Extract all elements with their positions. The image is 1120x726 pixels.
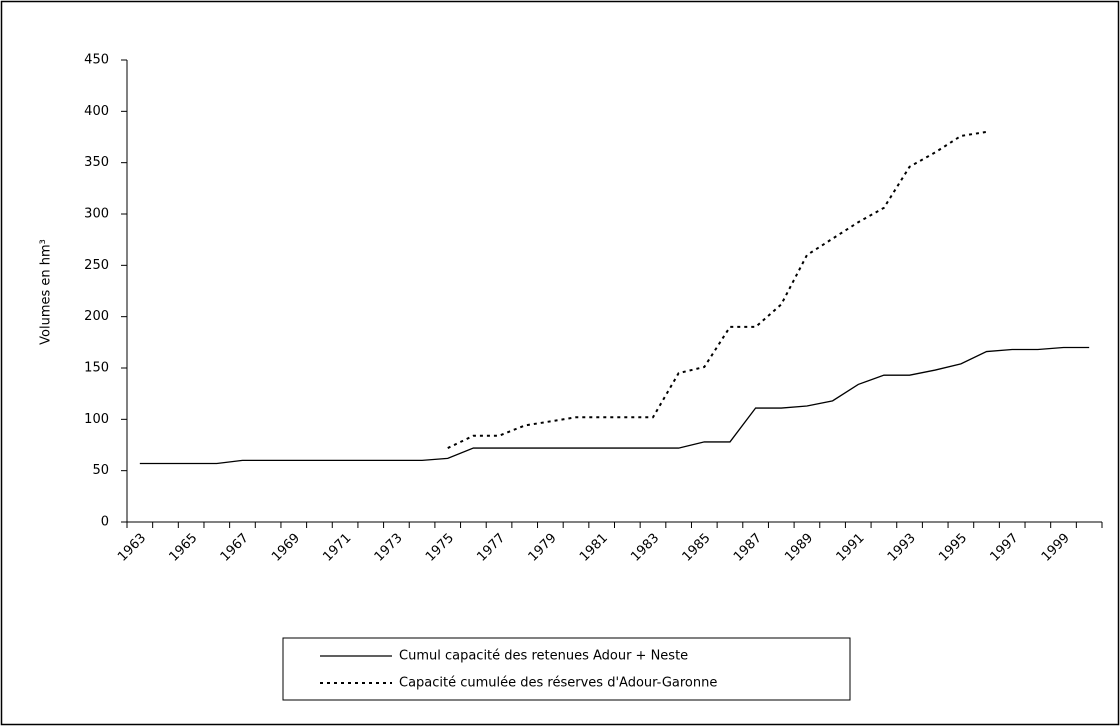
y-tick-label: 50 xyxy=(92,463,109,478)
x-tick-label: 1999 xyxy=(1039,531,1073,565)
series-line xyxy=(447,130,987,449)
legend xyxy=(282,637,851,701)
x-tick-label: 1993 xyxy=(885,531,919,565)
y-tick-label: 350 xyxy=(84,155,109,170)
series-line xyxy=(139,346,1090,465)
x-tick-label: 1971 xyxy=(320,531,354,565)
x-tick-label: 1987 xyxy=(731,531,765,565)
x-tick-label: 1979 xyxy=(526,531,560,565)
x-tick-label: 1977 xyxy=(474,531,508,565)
y-tick-label: 150 xyxy=(84,361,109,376)
y-tick-label: 0 xyxy=(101,515,109,530)
x-tick-label: 1997 xyxy=(987,531,1021,565)
y-tick-label: 400 xyxy=(84,104,109,119)
x-tick-label: 1963 xyxy=(115,531,149,565)
legend-label: Capacité cumulée des réserves d'Adour-Ga… xyxy=(399,676,717,691)
x-tick-label: 1983 xyxy=(628,531,662,565)
legend-label: Cumul capacité des retenues Adour + Nest… xyxy=(399,649,688,664)
x-tick-label: 1995 xyxy=(936,531,970,565)
x-tick-label: 1969 xyxy=(269,531,303,565)
y-tick-label: 450 xyxy=(84,53,109,68)
x-tick-label: 1991 xyxy=(834,531,868,565)
y-tick-label: 300 xyxy=(84,207,109,222)
x-tick-label: 1973 xyxy=(372,531,406,565)
x-tick-label: 1967 xyxy=(218,531,252,565)
x-tick-label: 1981 xyxy=(577,531,611,565)
y-tick-label: 100 xyxy=(84,412,109,427)
y-tick-label: 200 xyxy=(84,309,109,324)
x-tick-label: 1989 xyxy=(782,531,816,565)
x-tick-label: 1975 xyxy=(423,531,457,565)
y-tick-label: 250 xyxy=(84,258,109,273)
x-tick-label: 1965 xyxy=(166,531,200,565)
y-axis-label: Volumes en hm³ xyxy=(39,239,54,345)
x-tick-label: 1985 xyxy=(680,531,714,565)
